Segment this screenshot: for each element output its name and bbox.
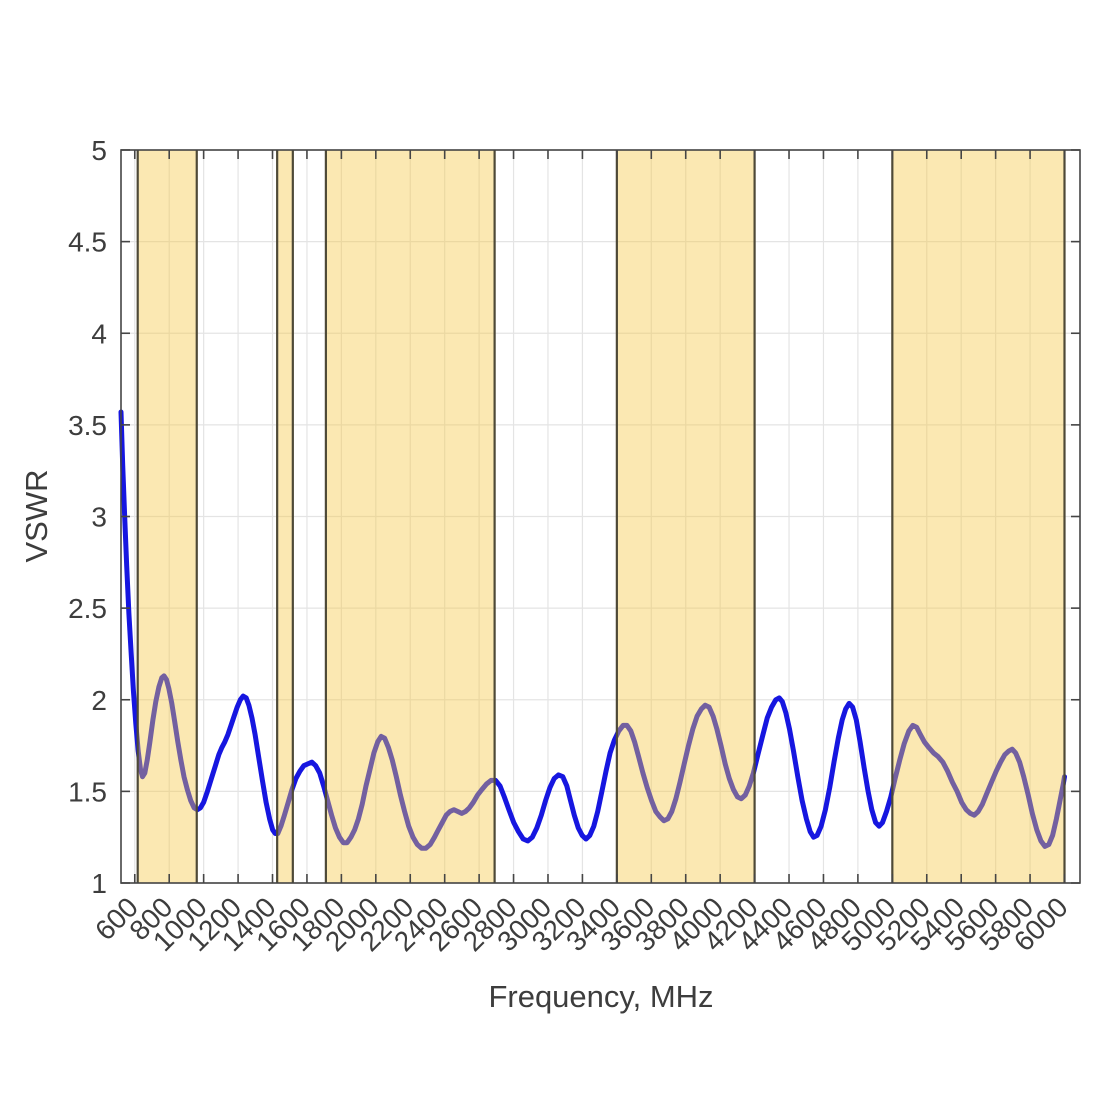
y-tick-label: 4 bbox=[91, 318, 107, 349]
highlight-band bbox=[616, 150, 755, 883]
vswr-curve bbox=[118, 409, 1067, 851]
y-tick-label: 3 bbox=[91, 502, 107, 533]
y-tick-label: 1 bbox=[91, 868, 107, 899]
highlight-band bbox=[325, 150, 495, 883]
y-tick-label: 2.5 bbox=[68, 593, 107, 624]
y-tick-label: 2 bbox=[91, 685, 107, 716]
highlight-band bbox=[892, 150, 1065, 883]
y-tick-label: 5 bbox=[91, 135, 107, 166]
highlight-band bbox=[137, 150, 197, 883]
y-tick-label: 1.5 bbox=[68, 776, 107, 807]
x-axis-label: Frequency, MHz bbox=[488, 979, 714, 1014]
y-tick-label: 3.5 bbox=[68, 410, 107, 441]
y-tick-label: 4.5 bbox=[68, 227, 107, 258]
y-axis-label: VSWR bbox=[19, 469, 54, 563]
highlight-band bbox=[277, 150, 293, 883]
